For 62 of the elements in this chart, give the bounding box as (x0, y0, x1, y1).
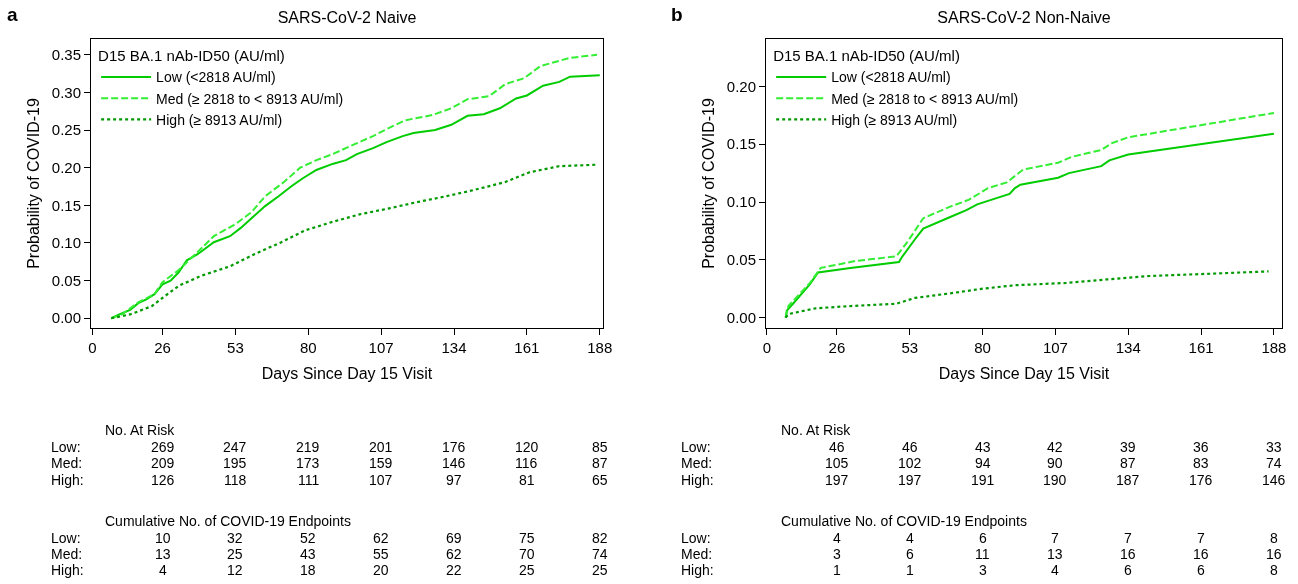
text: a (7, 4, 18, 25)
x-tick-label: 107 (368, 339, 394, 356)
text: Cumulative No. of COVID-19 Endpoints (105, 513, 351, 529)
x-tick-label: 188 (1261, 339, 1287, 356)
text: Low: 46 46 43 42 39 36 33 (681, 439, 1282, 455)
y-tick-label: 0.15 (51, 196, 81, 214)
x-axis-title: Days Since Day 15 Visit (938, 364, 1110, 382)
y-tick-label: 0.20 (51, 158, 81, 176)
y-tick-label: 0.35 (51, 46, 81, 64)
x-tick-label: 53 (227, 339, 244, 356)
chart-title: SARS-CoV-2 Non-Naive (937, 8, 1111, 26)
x-tick-label: 53 (901, 339, 919, 356)
y-tick-label: 0.25 (51, 121, 81, 139)
y-tick-label: 0.05 (726, 251, 756, 269)
y-tick-label: 0.00 (726, 308, 756, 326)
text: High: 126 118 111 107 97 81 65 (51, 472, 608, 488)
x-tick-label: 80 (974, 339, 991, 356)
x-tick-label: 107 (1042, 339, 1068, 356)
text: No. At Risk (781, 422, 852, 438)
chart-title: SARS-CoV-2 Naive (277, 8, 417, 26)
x-tick-label: 161 (514, 339, 540, 356)
x-tick-label: 80 (299, 339, 317, 356)
text: Low: 4 4 6 7 7 7 8 (681, 530, 1278, 546)
text: Med: 105 102 94 90 87 83 74 (681, 455, 1282, 471)
text: Cumulative No. of COVID-19 Endpoints (781, 513, 1027, 529)
y-tick-label: 0.15 (726, 135, 756, 153)
legend-label: Med (≥ 2818 to < 8913 AU/ml) (831, 90, 1019, 107)
legend-label: Low (<2818 AU/ml) (156, 69, 276, 86)
x-tick-label: 26 (154, 339, 171, 356)
text: High: 1 1 3 4 6 6 8 (681, 562, 1278, 578)
y-tick-label: 0.20 (726, 77, 756, 95)
text: Low: 269 247 219 201 176 120 85 (51, 439, 608, 455)
line-series (784, 270, 1270, 319)
legend-label: High (≥ 8913 AU/ml) (831, 111, 958, 128)
legend-label: Low (<2818 AU/ml) (831, 69, 951, 86)
y-axis-title: Probability of COVID-19 (699, 98, 717, 269)
x-tick-label: 188 (587, 339, 613, 356)
text: High: 197 197 191 190 187 176 146 (681, 472, 1286, 488)
y-tick-label: 0.10 (726, 193, 756, 211)
y-tick-label: 0.30 (51, 83, 81, 101)
legend-label: High (≥ 8913 AU/ml) (156, 111, 283, 128)
x-axis-title: Days Since Day 15 Visit (261, 364, 433, 382)
text: Med: 13 25 43 55 62 70 74 (51, 546, 608, 562)
text: Med: 209 195 173 159 146 116 87 (51, 455, 608, 471)
x-tick-label: 134 (441, 339, 467, 356)
x-tick-label: 0 (88, 339, 97, 356)
legend-label: Med (≥ 2818 to < 8913 AU/ml) (156, 90, 344, 107)
legend-title: D15 BA.1 nAb-ID50 (AU/ml) (98, 47, 285, 65)
text: No. At Risk (105, 422, 176, 438)
y-tick-label: 0.00 (51, 309, 81, 327)
text: High: 4 12 18 20 22 25 25 (51, 562, 608, 578)
text: Low: 10 32 52 62 69 75 82 (51, 530, 608, 546)
x-tick-label: 134 (1115, 339, 1141, 356)
text: b (671, 4, 683, 25)
x-tick-label: 161 (1188, 339, 1214, 356)
x-tick-label: 26 (828, 339, 846, 356)
y-tick-label: 0.10 (51, 234, 81, 252)
text: Med: 3 6 11 13 16 16 16 (681, 546, 1282, 562)
legend-title: D15 BA.1 nAb-ID50 (AU/ml) (773, 47, 960, 65)
x-tick-label: 0 (762, 339, 771, 356)
y-tick-label: 0.05 (51, 271, 81, 289)
y-axis-title: Probability of COVID-19 (24, 98, 42, 269)
